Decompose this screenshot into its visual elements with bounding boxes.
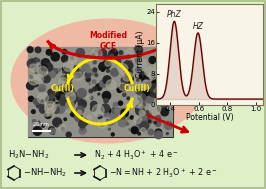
Circle shape — [33, 127, 42, 135]
Circle shape — [32, 110, 35, 113]
Circle shape — [104, 98, 108, 103]
Circle shape — [136, 107, 144, 115]
Circle shape — [161, 94, 163, 95]
Circle shape — [155, 131, 162, 139]
Circle shape — [99, 49, 107, 57]
Circle shape — [80, 126, 84, 130]
Circle shape — [65, 76, 68, 78]
Circle shape — [158, 92, 164, 98]
Circle shape — [66, 101, 74, 109]
Circle shape — [65, 81, 72, 88]
Circle shape — [149, 70, 157, 79]
Circle shape — [36, 101, 44, 108]
Circle shape — [82, 129, 86, 133]
Circle shape — [33, 98, 39, 104]
Circle shape — [164, 111, 168, 115]
Circle shape — [138, 93, 146, 101]
Circle shape — [57, 106, 64, 113]
Circle shape — [93, 87, 97, 91]
Circle shape — [130, 116, 134, 119]
Circle shape — [79, 120, 86, 128]
Text: Modified
GCE: Modified GCE — [89, 31, 127, 51]
Circle shape — [128, 117, 130, 119]
Circle shape — [39, 106, 47, 113]
Circle shape — [131, 96, 143, 107]
Circle shape — [98, 115, 102, 119]
Circle shape — [34, 99, 40, 104]
Circle shape — [46, 50, 52, 55]
Circle shape — [74, 66, 77, 69]
Circle shape — [167, 78, 172, 84]
Circle shape — [139, 86, 141, 88]
Circle shape — [137, 79, 139, 81]
Circle shape — [138, 94, 141, 97]
Circle shape — [41, 59, 50, 67]
Circle shape — [109, 110, 118, 119]
Circle shape — [101, 104, 109, 112]
Circle shape — [112, 107, 118, 114]
Circle shape — [103, 107, 111, 114]
Circle shape — [62, 67, 65, 70]
Circle shape — [146, 82, 154, 90]
Text: N$_2$ + 4 H$_3$O$^+$ + 4 e$^-$: N$_2$ + 4 H$_3$O$^+$ + 4 e$^-$ — [94, 148, 178, 162]
Circle shape — [137, 119, 145, 126]
Circle shape — [125, 61, 133, 70]
Circle shape — [143, 130, 145, 132]
Circle shape — [27, 82, 34, 90]
FancyBboxPatch shape — [28, 47, 173, 137]
Circle shape — [38, 66, 48, 76]
Circle shape — [151, 84, 155, 88]
Circle shape — [29, 65, 31, 67]
Circle shape — [129, 129, 131, 131]
Circle shape — [166, 133, 168, 135]
Circle shape — [106, 55, 112, 61]
Circle shape — [166, 51, 171, 56]
Circle shape — [50, 92, 55, 96]
Text: e⁻: e⁻ — [98, 49, 106, 55]
Circle shape — [93, 61, 96, 64]
Circle shape — [74, 72, 82, 81]
Circle shape — [47, 103, 51, 108]
Circle shape — [60, 84, 63, 87]
Circle shape — [99, 63, 106, 70]
Circle shape — [54, 105, 61, 112]
Circle shape — [45, 104, 55, 114]
Text: Cu(II): Cu(II) — [51, 84, 75, 94]
Circle shape — [92, 80, 96, 83]
Circle shape — [95, 84, 102, 90]
Circle shape — [123, 62, 130, 68]
Circle shape — [38, 84, 45, 92]
Text: $-$N$=$NH + 2 H$_3$O$^+$ + 2 e$^-$: $-$N$=$NH + 2 H$_3$O$^+$ + 2 e$^-$ — [109, 166, 218, 180]
Circle shape — [117, 52, 125, 60]
Circle shape — [111, 133, 114, 136]
Circle shape — [45, 101, 56, 113]
Circle shape — [48, 89, 54, 96]
Circle shape — [102, 104, 109, 111]
Circle shape — [98, 93, 100, 95]
Circle shape — [142, 91, 146, 95]
Circle shape — [155, 129, 162, 136]
Circle shape — [79, 98, 82, 101]
Circle shape — [51, 53, 59, 61]
Circle shape — [102, 91, 111, 100]
Circle shape — [78, 100, 86, 108]
Circle shape — [115, 109, 119, 113]
Circle shape — [147, 120, 149, 122]
Circle shape — [126, 59, 131, 64]
Circle shape — [127, 70, 130, 73]
Circle shape — [46, 95, 54, 104]
Circle shape — [154, 90, 156, 92]
Circle shape — [134, 46, 143, 54]
Circle shape — [100, 123, 103, 126]
Circle shape — [51, 97, 56, 102]
Circle shape — [70, 92, 77, 99]
Circle shape — [154, 62, 165, 73]
Circle shape — [136, 57, 142, 64]
Circle shape — [139, 101, 145, 107]
Circle shape — [123, 93, 126, 96]
Circle shape — [101, 68, 105, 71]
Circle shape — [92, 71, 97, 75]
Circle shape — [163, 84, 168, 88]
Circle shape — [118, 64, 128, 74]
